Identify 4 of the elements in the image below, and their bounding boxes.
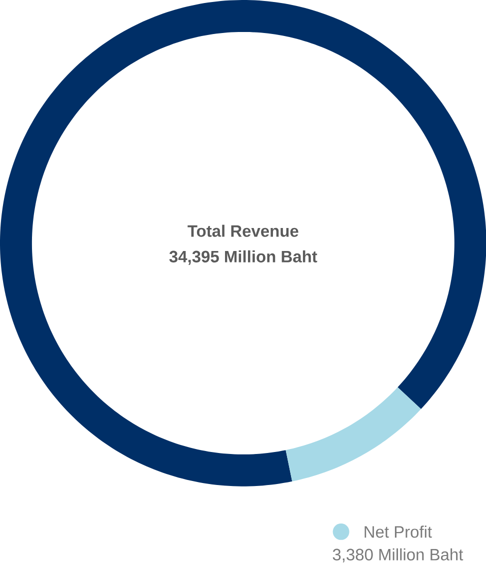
- text: 34,395 Million Baht: [169, 250, 317, 265]
- text: Total Revenue: [187, 224, 298, 237]
- legend-label: Net Profit: [364, 526, 432, 538]
- data-label: 3,380 Million Baht: [332, 548, 463, 562]
